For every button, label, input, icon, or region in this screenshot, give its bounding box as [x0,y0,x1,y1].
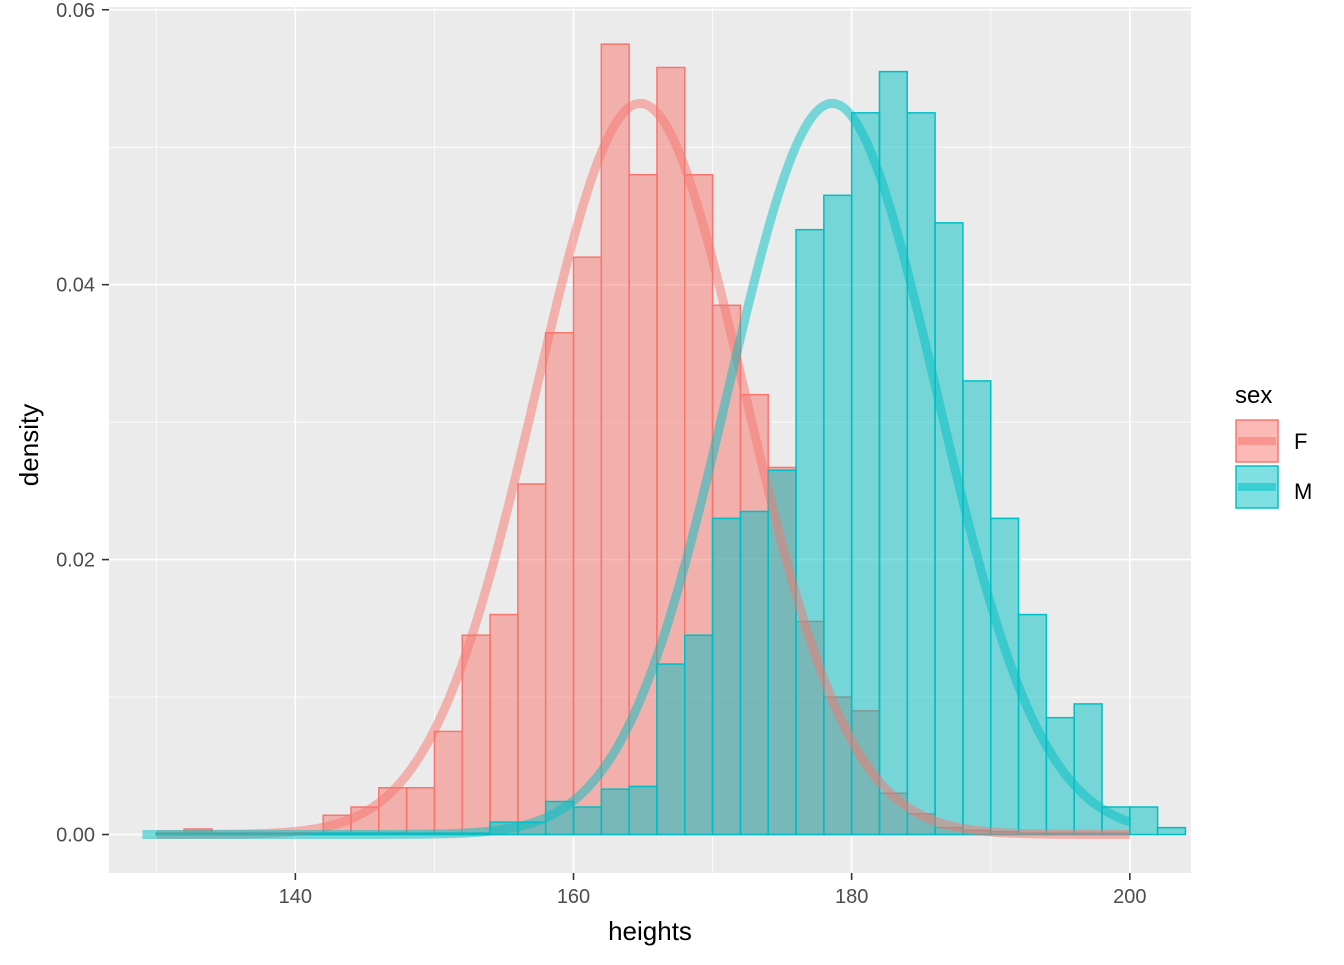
density-curve-m [141,98,1132,840]
x-tick-label: 160 [557,886,590,908]
bar-m [572,806,603,836]
bar-m [850,112,881,836]
bar-m [656,663,686,836]
histogram-bars [155,43,1187,836]
bar-m [600,788,630,836]
bar-m [1129,806,1159,836]
bar-m [934,222,964,836]
x-tick-label: 200 [1113,886,1146,908]
bar-f [544,332,575,836]
x-tick-label: 140 [279,886,312,908]
bar-m [711,517,742,836]
density-curve-f [155,98,1131,839]
bar-m [795,228,825,836]
bar-f [600,43,630,836]
bar-m [628,785,658,836]
legend: sex F M [1235,382,1312,509]
x-tick-label: 180 [835,886,868,908]
bar-f [517,483,547,836]
bar-m [684,634,714,836]
y-axis-title: density [14,404,44,486]
bar-f [628,173,658,836]
x-axis-title: heights [608,916,692,946]
bar-f [433,730,463,836]
bar-m [906,112,936,836]
y-tick-label: 0.06 [56,0,95,22]
legend-label-f: F [1294,429,1307,454]
axes: 140 160 180 200 0.00 0.02 0.04 0.06 [56,0,1146,908]
legend-key-m: M [1235,465,1312,509]
y-tick-label: 0.00 [56,825,95,847]
legend-label-m: M [1294,479,1312,504]
bar-m [962,380,992,836]
legend-key-f: F [1235,419,1307,463]
density-curves [141,98,1132,840]
bar-f [405,787,436,836]
y-tick-label: 0.02 [56,550,95,572]
y-tick-label: 0.04 [56,275,95,297]
bar-f [572,256,603,836]
legend-title: sex [1235,382,1272,409]
bar-m [1073,703,1103,836]
bar-m [1156,826,1187,836]
bar-f [489,613,519,836]
bar-m [739,510,769,836]
